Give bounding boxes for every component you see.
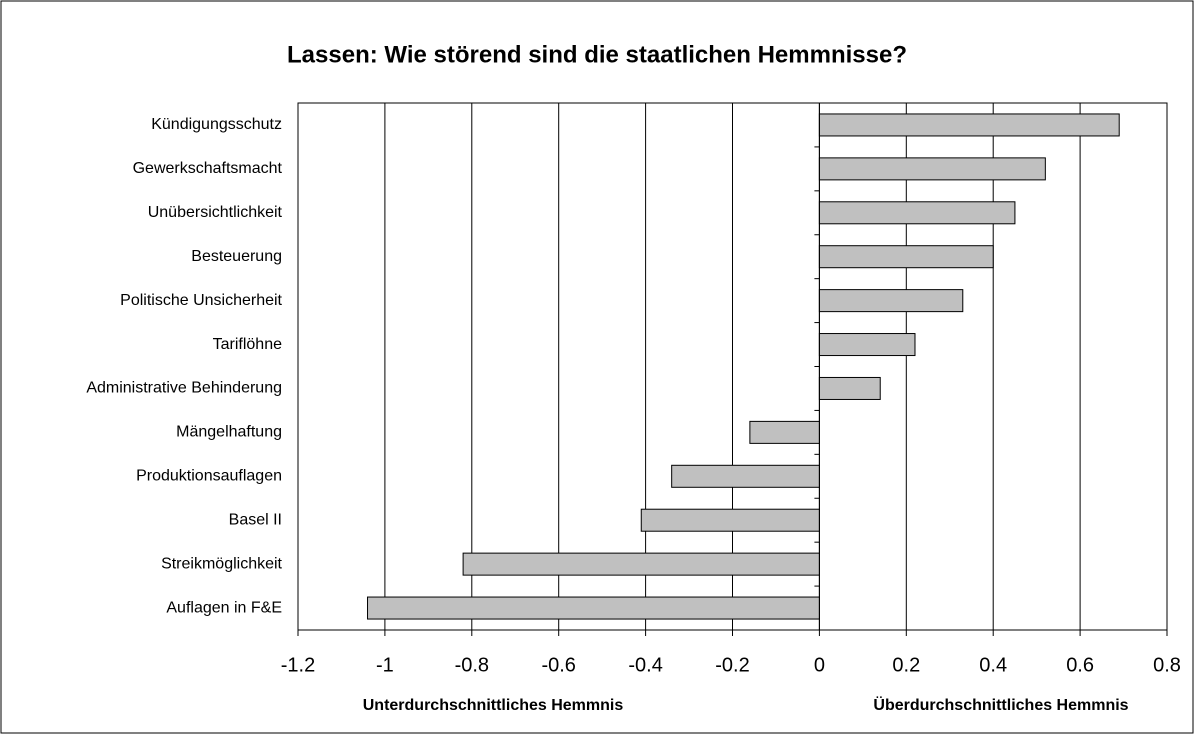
y-tick-label: Politische Unsicherheit	[120, 292, 282, 309]
x-tick-label: 0.4	[979, 654, 1007, 676]
y-tick-label: Tariflöhne	[213, 336, 282, 353]
y-tick-label: Auflagen in F&E	[166, 599, 282, 616]
annotation: Unterdurchschnittliches Hemmnis	[363, 697, 624, 714]
y-tick-label: Produktionsauflagen	[136, 468, 282, 485]
x-tick-label: -1.2	[281, 654, 315, 676]
x-tick-label: 0.6	[1066, 654, 1094, 676]
bar	[462, 552, 820, 576]
bar	[818, 157, 1046, 181]
x-tick-label: -1	[376, 654, 394, 676]
bar	[671, 464, 820, 488]
y-tick-label: Streikmöglichkeit	[161, 555, 282, 572]
x-tick-label: 0.2	[892, 654, 920, 676]
bar	[818, 201, 1016, 225]
x-tick-label: -0.4	[628, 654, 662, 676]
bar	[640, 508, 820, 532]
y-tick-label: Besteuerung	[191, 248, 282, 265]
bar	[818, 333, 916, 357]
x-tick-label: -0.2	[715, 654, 749, 676]
y-tick-label: Unübersichtlichkeit	[148, 204, 283, 221]
x-tick-label: -0.8	[455, 654, 489, 676]
y-tick-label: Administrative Behinderung	[86, 380, 282, 397]
bar	[818, 289, 964, 313]
chart-title: Lassen: Wie störend sind die staatlichen…	[287, 41, 907, 68]
annotation: Überdurchschnittliches Hemmnis	[873, 695, 1128, 714]
bar	[749, 420, 820, 444]
y-tick-label: Gewerkschaftsmacht	[133, 160, 283, 177]
x-tick-label: 0.8	[1153, 654, 1181, 676]
bar	[818, 113, 1120, 137]
bar	[367, 596, 820, 620]
bar	[818, 376, 881, 400]
y-tick-label: Mängelhaftung	[176, 424, 282, 441]
y-tick-label: Basel II	[229, 511, 282, 528]
bar	[818, 245, 994, 269]
x-tick-label: 0	[814, 654, 825, 676]
y-tick-label: Kündigungsschutz	[151, 116, 282, 133]
x-tick-label: -0.6	[541, 654, 575, 676]
